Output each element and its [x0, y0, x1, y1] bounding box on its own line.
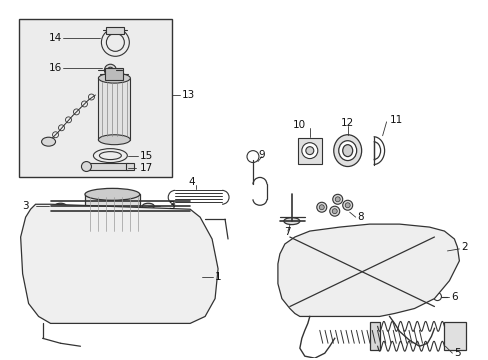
Text: 7: 7: [284, 227, 290, 237]
Bar: [98, 78, 130, 140]
Ellipse shape: [98, 135, 130, 145]
Circle shape: [104, 64, 116, 76]
Circle shape: [319, 205, 324, 210]
Bar: [106, 27, 124, 35]
Bar: [444, 323, 466, 350]
Circle shape: [332, 194, 342, 204]
Circle shape: [47, 306, 53, 311]
Ellipse shape: [85, 228, 140, 240]
Circle shape: [335, 197, 340, 202]
Text: 4: 4: [188, 177, 194, 188]
Circle shape: [107, 67, 113, 73]
Ellipse shape: [98, 73, 130, 83]
Polygon shape: [20, 204, 218, 323]
Circle shape: [331, 209, 337, 214]
Circle shape: [289, 259, 325, 294]
Ellipse shape: [284, 218, 299, 225]
Text: 12: 12: [341, 118, 354, 128]
Text: 16: 16: [48, 63, 61, 73]
Bar: [85, 194, 140, 234]
Text: 15: 15: [140, 150, 153, 161]
Text: 14: 14: [48, 33, 61, 44]
Bar: [105, 68, 123, 80]
Text: 3: 3: [22, 201, 29, 211]
Circle shape: [329, 206, 339, 216]
Polygon shape: [277, 224, 458, 316]
Text: 1: 1: [215, 272, 221, 282]
Circle shape: [297, 267, 317, 287]
Circle shape: [316, 202, 326, 212]
Circle shape: [81, 162, 91, 171]
Ellipse shape: [85, 188, 140, 200]
Text: 13: 13: [182, 90, 195, 100]
Ellipse shape: [41, 137, 56, 146]
Text: 6: 6: [450, 292, 457, 302]
Circle shape: [408, 257, 428, 277]
Text: 8: 8: [357, 212, 364, 222]
Circle shape: [43, 302, 58, 315]
Text: 3: 3: [168, 201, 175, 211]
Circle shape: [401, 249, 437, 285]
Bar: [126, 163, 134, 171]
Text: 17: 17: [140, 162, 153, 172]
Text: 11: 11: [389, 115, 402, 125]
Ellipse shape: [338, 141, 356, 161]
Bar: [88, 163, 128, 171]
Bar: [369, 323, 379, 350]
Ellipse shape: [333, 135, 361, 167]
Ellipse shape: [142, 203, 154, 209]
Text: 2: 2: [461, 242, 467, 252]
Bar: [19, 19, 172, 177]
Bar: [297, 138, 321, 163]
Circle shape: [305, 147, 313, 154]
Ellipse shape: [55, 203, 66, 209]
Circle shape: [342, 200, 352, 210]
Text: 10: 10: [293, 120, 306, 130]
Ellipse shape: [342, 145, 352, 157]
Circle shape: [301, 143, 317, 158]
Text: 9: 9: [258, 150, 264, 159]
Circle shape: [345, 203, 349, 208]
Text: 5: 5: [453, 348, 460, 358]
